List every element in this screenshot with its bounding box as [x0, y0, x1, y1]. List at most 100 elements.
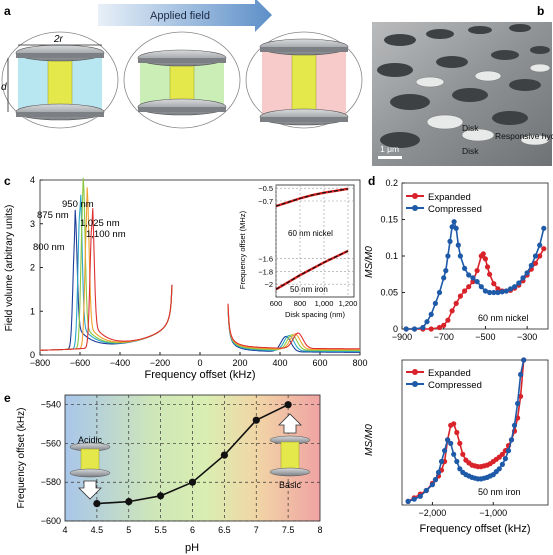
- d-series-point: [484, 264, 491, 270]
- d-series-point: [487, 271, 493, 277]
- d-series-point: [454, 458, 460, 465]
- disk-pair-1: 2r d: [1, 34, 105, 121]
- c-inset-label-iron: 50 nm iron: [290, 285, 328, 294]
- d-bottom-legend: Expanded Compressed: [406, 368, 482, 391]
- d-bottom-series: −2,000 −1,000: [405, 357, 527, 518]
- d-series-point: [411, 326, 418, 332]
- c-x-tick-label: 800: [352, 358, 367, 368]
- d-x-tick-label: −500: [475, 332, 495, 342]
- d-x-tick-label: −300: [517, 332, 537, 342]
- d-series-point: [470, 275, 476, 281]
- c-inset-x-tick: 1,200: [339, 299, 358, 308]
- d-series-point: [524, 270, 530, 276]
- d-series-point: [441, 275, 447, 281]
- c-x-tick-label: −200: [150, 358, 170, 368]
- basic-label: Basic: [279, 480, 302, 490]
- e-series-point: [93, 500, 101, 508]
- d-series-point: [451, 451, 457, 457]
- d-top-y-label: MS/M0: [364, 246, 375, 278]
- d-y-tick-label: 0.15: [380, 215, 398, 225]
- d-series-point: [411, 496, 417, 502]
- c-label-875: 875 nm: [37, 210, 69, 221]
- d-series-point: [487, 289, 493, 296]
- d-x-label: Frequency offset (kHz): [419, 523, 530, 535]
- d-series-point: [420, 324, 426, 331]
- d-bottom-y-label: MS/M0: [364, 424, 375, 456]
- d-series-point: [445, 317, 451, 323]
- disk-pair-2: [137, 49, 227, 116]
- d-series-point: [403, 326, 409, 332]
- scale-bar: [378, 156, 402, 159]
- d-series-point: [424, 319, 430, 325]
- d-series-point: [462, 288, 468, 294]
- d-series-point: [457, 253, 463, 259]
- d-series-point: [495, 286, 501, 292]
- panel-letter-c: c: [4, 174, 11, 188]
- d-series-point: [496, 466, 502, 472]
- d-series-point: [462, 265, 468, 271]
- d-series-point: [499, 461, 505, 467]
- d-series-point: [429, 482, 435, 488]
- e-x-tick-label: 4.5: [91, 525, 104, 535]
- d-series-point: [436, 324, 443, 331]
- c-inset-x-tick: 1,000: [315, 299, 334, 308]
- e-y-tick-label: −540: [41, 400, 61, 410]
- panel-c: c 0 1 2 3 4 −800 −600 −400 −200 0 200 400 600 800 Fi…: [4, 174, 368, 381]
- d-series-point: [428, 311, 434, 317]
- c-label-1100: 1,100 nm: [86, 229, 126, 240]
- d-series-point: [532, 253, 539, 259]
- field-lines: [1, 31, 363, 129]
- c-inset-fit: [275, 188, 349, 207]
- sem-label-disk-2: Disk: [462, 146, 479, 156]
- c-x-tick-label: −400: [110, 358, 130, 368]
- d-series-point: [417, 493, 423, 499]
- d-y-tick-label: 0.05: [380, 288, 398, 298]
- d-y-tick-label: 0.1: [385, 251, 398, 261]
- c-inset: −0.5 −0.7 −1.6 −1.8 −2 600 800 1,000 1,200: [258, 184, 357, 308]
- d-series-point: [457, 466, 463, 472]
- c-x-tick-label: 600: [312, 358, 327, 368]
- d-bottom-legend-expanded: Expanded: [428, 368, 471, 379]
- c-y-tick-label: 2: [30, 263, 35, 273]
- d-series-point: [505, 448, 512, 454]
- c-y-tick-label: 0: [30, 350, 35, 360]
- panel-letter-b: b: [537, 4, 544, 18]
- d-series-point: [515, 400, 521, 407]
- d-series-point: [482, 288, 488, 294]
- d-series-point: [445, 437, 451, 443]
- d-series-point: [445, 253, 451, 259]
- d-series-point: [541, 246, 547, 252]
- sem-label-hydrogel: Responsive hydrogel: [495, 131, 553, 141]
- sem-holes: [377, 24, 550, 148]
- d-series-point: [516, 280, 522, 286]
- d-series-point: [438, 458, 445, 465]
- c-series-line-right: [227, 307, 360, 353]
- c-inset-frame: [275, 184, 355, 298]
- radius-label: 2r: [53, 34, 64, 45]
- d-series-point: [482, 256, 488, 262]
- e-x-tick-label: 6.5: [218, 525, 231, 535]
- d-series-point: [518, 393, 524, 399]
- c-x-tick-label: 0: [197, 358, 202, 368]
- c-inset-y-tick: −2: [264, 280, 273, 289]
- d-series-point: [435, 469, 442, 475]
- d-bottom-frame: [401, 359, 549, 506]
- panel-letter-a: a: [4, 4, 11, 18]
- d-series-point: [423, 487, 429, 494]
- d-series-point: [507, 286, 514, 292]
- sem-disks: [415, 63, 551, 146]
- d-series-point: [466, 284, 472, 290]
- panel-a: a Applied field 2r d: [1, 0, 363, 129]
- panel-letter-e: e: [4, 391, 11, 405]
- e-series-point: [125, 498, 133, 506]
- acidic-label: Acidic: [78, 435, 103, 445]
- d-series-point: [455, 242, 461, 248]
- d-series-point: [457, 440, 463, 446]
- d-series-point: [470, 279, 476, 285]
- disk-pair-3: [259, 38, 349, 126]
- d-top-annotation: 60 nm nickel: [478, 313, 529, 323]
- c-inset-x-label: Disk spacing (nm): [285, 310, 346, 319]
- c-x-tick-label: −800: [30, 358, 50, 368]
- c-y-tick-label: 3: [30, 219, 35, 229]
